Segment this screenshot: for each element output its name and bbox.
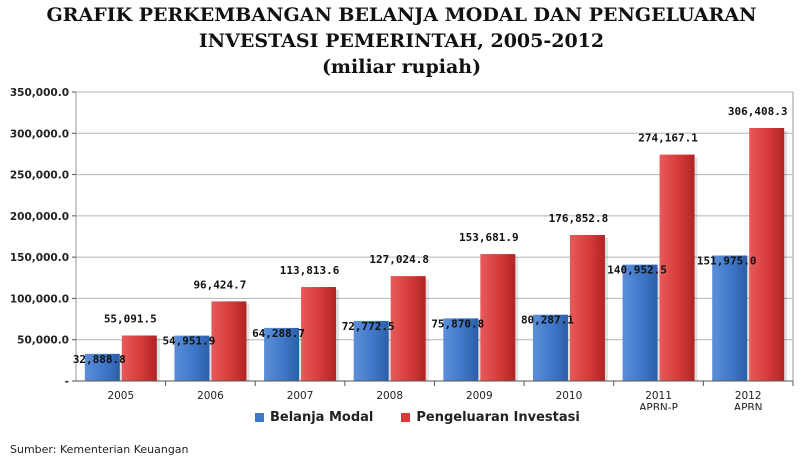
data-labels: 32,888.8 55,091.5 54,951.9 96,424.7 64,288.7… (73, 105, 788, 366)
x-tick-label: 2005 (107, 390, 134, 402)
bar-pengeluaran-investasi (749, 127, 785, 381)
legend: Belanja Modal Pengeluaran Investasi (255, 410, 580, 425)
bar-belanja-modal (532, 314, 568, 381)
data-label-belanja-modal: 140,952.5 (607, 264, 667, 277)
legend-label-belanja-modal: Belanja Modal (270, 410, 374, 425)
bar-belanja-modal (174, 335, 210, 381)
bar-pengeluaran-investasi (211, 301, 247, 381)
data-label-pengeluaran-investasi: 96,424.7 (193, 278, 246, 291)
axes: - 50,000.0 100,000.0 150,000.0 200,000.0 250,… (10, 87, 794, 410)
x-tick-label: 2009 (466, 390, 493, 402)
data-label-belanja-modal: 32,888.8 (73, 353, 126, 366)
bar-belanja-modal (622, 264, 658, 381)
bar-chart: 32,888.8 55,091.5 54,951.9 96,424.7 64,288.7… (10, 87, 794, 410)
x-tick-label: 2011 (645, 390, 672, 402)
source-note: Sumber: Kementerian Keuangan (10, 443, 189, 456)
data-label-pengeluaran-investasi: 306,408.3 (728, 105, 788, 118)
x-tick-label: 2008 (376, 390, 403, 402)
bar-pengeluaran-investasi (659, 154, 695, 381)
bar-pengeluaran-investasi (569, 234, 605, 381)
bar-pengeluaran-investasi (390, 276, 426, 381)
bar-pengeluaran-investasi (301, 287, 337, 381)
y-tick-label: 50,000.0 (17, 335, 69, 347)
bar-belanja-modal (712, 255, 748, 381)
y-tick-label: 250,000.0 (10, 170, 69, 182)
legend-swatch-belanja-modal (255, 413, 264, 422)
x-tick-label: APBN (734, 402, 763, 410)
x-tick-label: 2010 (556, 390, 583, 402)
data-label-pengeluaran-investasi: 153,681.9 (459, 231, 519, 244)
y-tick-label: - (65, 376, 69, 388)
data-label-belanja-modal: 54,951.9 (162, 335, 215, 348)
legend-item-belanja-modal: Belanja Modal (255, 410, 373, 425)
legend-item-pengeluaran-investasi: Pengeluaran Investasi (401, 410, 580, 425)
chart-subtitle-unit: (miliar rupiah) (321, 56, 482, 78)
x-tick-label: APBN-P (639, 402, 678, 410)
data-label-belanja-modal: 80,287.1 (521, 314, 574, 327)
data-label-belanja-modal: 151,975.0 (697, 255, 757, 268)
data-label-pengeluaran-investasi: 55,091.5 (104, 313, 157, 326)
bar-belanja-modal (353, 320, 389, 381)
y-tick-label: 350,000.0 (10, 87, 69, 99)
x-tick-label: 2007 (287, 390, 314, 402)
y-tick-label: 100,000.0 (10, 293, 69, 305)
y-tick-label: 300,000.0 (10, 128, 69, 140)
y-tick-label: 150,000.0 (10, 252, 69, 264)
legend-label-pengeluaran-investasi: Pengeluaran Investasi (416, 410, 580, 425)
data-label-pengeluaran-investasi: 176,852.8 (549, 212, 609, 225)
legend-swatch-pengeluaran-investasi (401, 413, 411, 422)
data-label-pengeluaran-investasi: 113,813.6 (280, 264, 340, 277)
chart-title-line-1: GRAFIK PERKEMBANGAN BELANJA MODAL DAN PE… (46, 4, 757, 26)
bar-pengeluaran-investasi (480, 254, 516, 381)
x-tick-label: 2012 (735, 390, 762, 402)
x-tick-label: 2006 (197, 390, 224, 402)
data-label-pengeluaran-investasi: 274,167.1 (638, 132, 698, 145)
y-tick-label: 200,000.0 (10, 211, 69, 223)
chart-title-line-2: INVESTASI PEMERINTAH, 2005-2012 (198, 30, 605, 52)
data-label-belanja-modal: 72,772.5 (342, 320, 395, 333)
data-label-pengeluaran-investasi: 127,024.8 (369, 253, 429, 266)
bars (84, 127, 788, 381)
bar-pengeluaran-investasi (121, 335, 157, 381)
bar-belanja-modal (443, 318, 479, 381)
bar-belanja-modal (84, 353, 120, 381)
data-label-belanja-modal: 75,870.8 (431, 317, 484, 330)
data-label-belanja-modal: 64,288.7 (252, 327, 305, 340)
bar-belanja-modal (264, 327, 300, 381)
